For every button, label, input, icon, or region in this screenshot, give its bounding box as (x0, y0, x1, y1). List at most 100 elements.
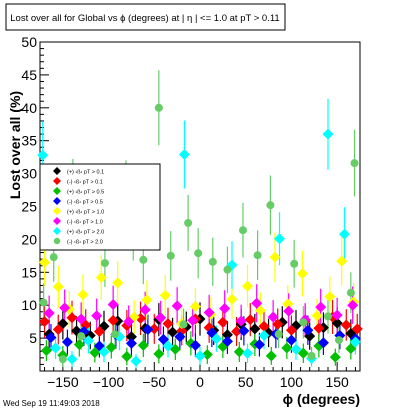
data-point (162, 340, 174, 352)
data-point (233, 346, 245, 358)
legend-marker (53, 207, 61, 215)
data-point (157, 333, 169, 345)
data-point (39, 256, 51, 268)
data-point (210, 333, 222, 345)
title-box (5, 3, 286, 31)
data-point (75, 313, 87, 325)
data-point (242, 347, 254, 359)
data-point (235, 315, 247, 327)
legend-marker (53, 167, 61, 175)
x-tick-label: 0 (196, 374, 204, 390)
data-points (37, 103, 363, 367)
data-point (91, 310, 103, 322)
data-point (166, 251, 175, 260)
data-point (329, 351, 341, 363)
data-point (148, 323, 160, 335)
data-point (324, 312, 332, 321)
data-point (290, 343, 302, 355)
data-point (345, 343, 357, 355)
data-point (167, 326, 179, 338)
data-point (121, 320, 133, 332)
data-point (336, 255, 348, 267)
data-point (179, 320, 188, 329)
legend-label: (+) ‹ß› pT > 0.5 (67, 190, 104, 196)
data-point (307, 351, 316, 360)
y-tick-label: 25 (21, 199, 37, 215)
y-tick-label: 10 (21, 297, 37, 313)
y-tick-label: 35 (21, 133, 37, 149)
data-point (155, 312, 167, 324)
data-point (107, 299, 119, 311)
legend-label: (-) ‹ß› pT > 0.1 (67, 180, 103, 186)
data-point (39, 298, 48, 307)
data-point (324, 291, 336, 303)
data-point (290, 259, 299, 268)
data-point (125, 331, 137, 343)
data-point (77, 332, 86, 341)
data-point (100, 259, 109, 268)
data-point (77, 289, 89, 301)
legend-marker (53, 227, 61, 235)
data-point (269, 251, 281, 263)
x-tick-label: 150 (325, 374, 349, 390)
data-point (89, 347, 101, 359)
legend-label: (-) ‹ß› pT > 1.0 (67, 220, 103, 226)
data-point (154, 103, 163, 112)
data-point (93, 326, 105, 338)
data-point (59, 302, 71, 314)
data-point (253, 251, 262, 260)
data-point (274, 233, 286, 245)
data-point (130, 355, 142, 367)
data-point (346, 288, 355, 297)
data-point (171, 300, 183, 312)
data-point (110, 330, 119, 339)
y-axis-label: Lost over all (%) (7, 91, 23, 199)
data-point (58, 355, 67, 364)
data-point (203, 306, 215, 318)
data-point (178, 149, 190, 161)
data-point (189, 339, 201, 351)
data-point (37, 149, 49, 161)
data-point (121, 351, 133, 363)
data-point (267, 311, 279, 323)
data-point (231, 326, 243, 338)
data-point (322, 128, 334, 140)
data-point (82, 335, 94, 347)
data-point (105, 341, 117, 353)
legend-label: (+) ‹ß› pT > 1.0 (67, 210, 104, 216)
data-point (208, 257, 217, 266)
data-point (299, 318, 308, 327)
data-point (153, 348, 165, 360)
data-point (238, 226, 247, 235)
legend-label: (+) ‹ß› pT > 2.0 (67, 230, 104, 236)
data-point (274, 330, 283, 339)
data-point (226, 293, 238, 305)
legend-marker (53, 217, 61, 225)
y-tick-label: 45 (21, 67, 37, 83)
data-point (266, 201, 275, 210)
y-tick-label: 5 (29, 330, 37, 346)
data-point (45, 331, 57, 343)
data-point (194, 350, 206, 362)
data-point (340, 319, 352, 331)
data-point (201, 349, 213, 361)
data-point (315, 301, 327, 313)
data-point (221, 335, 233, 347)
data-point (282, 298, 294, 310)
legend-marker (53, 187, 61, 195)
data-point (242, 280, 254, 292)
data-point (49, 253, 58, 262)
legend: (+) ‹ß› pT > 0.1 (-) ‹ß› pT > 0.1 (+) ‹ß› … (39, 163, 161, 251)
data-point (334, 336, 343, 345)
data-point (349, 336, 361, 348)
data-point (95, 272, 107, 284)
data-point (296, 268, 308, 280)
data-point (123, 316, 135, 328)
legend-marker (53, 197, 61, 205)
timestamp: Wed Sep 19 11:49:03 2018 (3, 399, 100, 408)
legend-marker (53, 237, 61, 245)
data-point (221, 329, 233, 341)
data-point (313, 322, 325, 334)
data-point (162, 318, 174, 330)
